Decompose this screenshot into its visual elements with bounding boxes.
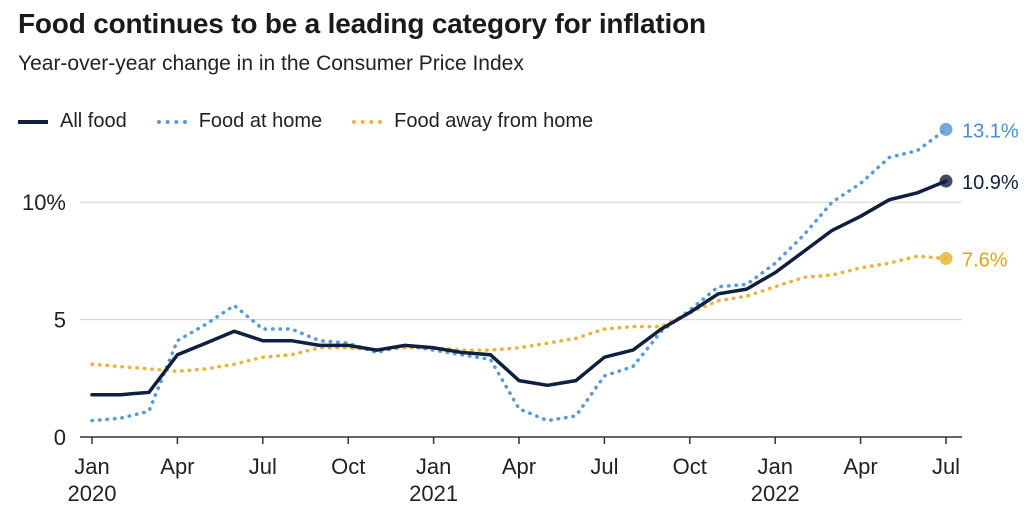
y-tick-label: 10% bbox=[22, 190, 66, 215]
legend-label-all-food: All food bbox=[60, 110, 127, 132]
legend-item-food-away: Food away from home bbox=[352, 110, 593, 133]
end-label-food-away: 7.6% bbox=[962, 250, 1008, 272]
y-tick-label: 5 bbox=[54, 308, 66, 333]
end-dot-all-food bbox=[939, 174, 953, 188]
x-tick-label: Jul bbox=[249, 454, 277, 479]
end-dot-food-at-home bbox=[939, 122, 953, 136]
chart-legend: All food Food at home Food away from hom… bbox=[18, 110, 623, 133]
series-line-food-away bbox=[90, 254, 948, 374]
chart-title: Food continues to be a leading category … bbox=[18, 8, 706, 39]
chart-subtitle: Year-over-year change in in the Consumer… bbox=[18, 52, 524, 75]
x-tick-label: Apr bbox=[843, 454, 877, 479]
end-label-food-at-home: 13.1% bbox=[962, 120, 1019, 142]
legend-swatch-solid bbox=[18, 119, 48, 124]
x-tick-label: Jul bbox=[932, 454, 960, 479]
end-dot-food-away bbox=[939, 252, 953, 266]
x-tick-label: Oct bbox=[673, 454, 707, 479]
x-tick-label: Jul bbox=[590, 454, 618, 479]
x-tick-year-label: 2020 bbox=[68, 481, 117, 506]
x-tick-label: Oct bbox=[331, 454, 365, 479]
legend-swatch-dotted-blue bbox=[156, 119, 187, 124]
legend-swatch-dotted-yellow bbox=[352, 119, 383, 124]
y-tick-label: 0 bbox=[54, 425, 66, 450]
x-tick-label: Apr bbox=[502, 454, 536, 479]
x-tick-year-label: 2021 bbox=[409, 481, 458, 506]
x-tick-label: Jan bbox=[416, 454, 451, 479]
x-tick-label: Jan bbox=[757, 454, 792, 479]
x-tick-label: Jan bbox=[74, 454, 109, 479]
legend-label-food-away: Food away from home bbox=[394, 110, 594, 132]
x-tick-label: Apr bbox=[160, 454, 194, 479]
legend-item-food-at-home: Food at home bbox=[156, 110, 323, 133]
x-tick-year-label: 2022 bbox=[751, 481, 800, 506]
legend-label-food-at-home: Food at home bbox=[198, 110, 323, 132]
end-label-all-food: 10.9% bbox=[962, 172, 1019, 194]
legend-item-all-food: All food bbox=[18, 110, 127, 133]
series-line-food-at-home bbox=[90, 127, 948, 423]
series-line-all-food bbox=[90, 179, 948, 397]
